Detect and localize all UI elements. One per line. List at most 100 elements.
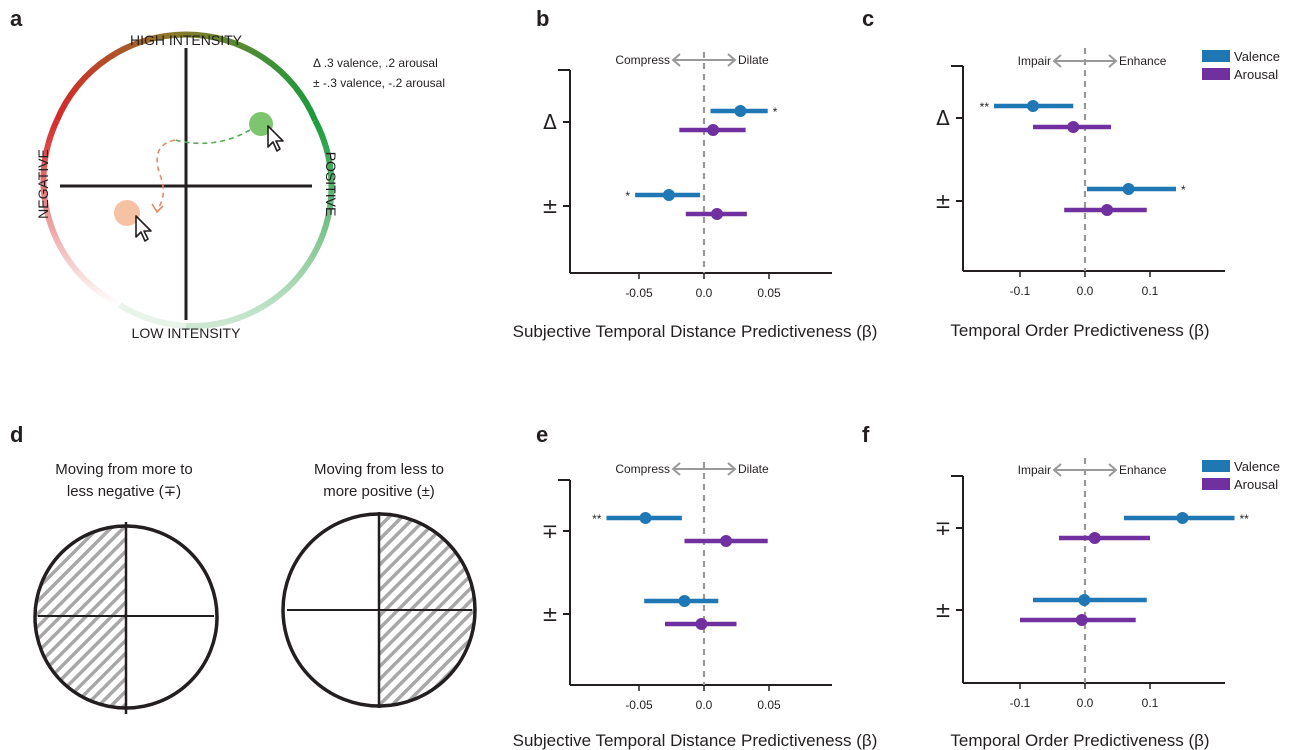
- valence-point: [662, 189, 675, 201]
- wheel-arc-left: [40, 119, 122, 308]
- legend-swatch-valence: [1202, 50, 1230, 62]
- wheel-label-low: LOW INTENSITY: [132, 325, 242, 341]
- x-tick-label: 0.05: [757, 286, 781, 300]
- arousal-point: [711, 208, 723, 220]
- x-tick-label: 0.0: [696, 698, 713, 712]
- emotion-wheel: HIGH INTENSITY LOW INTENSITY NEGATIVE PO…: [35, 31, 445, 341]
- valence-point: [1176, 512, 1189, 524]
- panel-label-b: b: [536, 6, 549, 31]
- positive-trajectory: [174, 129, 251, 145]
- legend-label-valence: Valence: [1234, 459, 1280, 474]
- panel-label-e: e: [536, 422, 548, 447]
- arrow-right-icon: [727, 462, 737, 476]
- direction-label-left: Compress: [615, 53, 670, 67]
- direction-label-right: Dilate: [738, 53, 769, 67]
- y-row-label: ±: [935, 189, 952, 213]
- negative-marker: [114, 200, 140, 226]
- direction-label-right: Enhance: [1119, 54, 1167, 68]
- x-tick-label: -0.05: [625, 286, 653, 300]
- valence-point: [1027, 100, 1039, 112]
- cursor-icon: [267, 125, 284, 152]
- arrow-right-icon: [1108, 54, 1118, 68]
- direction-label-left: Impair: [1018, 463, 1051, 477]
- wheel-arc-top: [54, 31, 318, 122]
- significance-marker: *: [625, 189, 630, 203]
- arrow-right-icon: [727, 53, 737, 67]
- wheel-label-high: HIGH INTENSITY: [130, 32, 243, 48]
- legend-swatch-valence: [1202, 460, 1230, 472]
- x-tick-label: -0.1: [1010, 284, 1031, 298]
- forest-plot-b: Compress Dilate -0.05 0.0 0.05 Subjective Tem…: [513, 52, 878, 341]
- x-axis-label: Subjective Temporal Distance Predictiven…: [513, 731, 878, 750]
- x-tick-label: 0.05: [757, 698, 781, 712]
- valence-point: [734, 105, 747, 117]
- forest-plot-e: Compress Dilate -0.05 0.0 0.05 Subjective Tem…: [513, 462, 878, 750]
- y-row-label: Δ: [543, 110, 557, 134]
- arousal-point: [1067, 121, 1080, 133]
- direction-label-right: Dilate: [738, 462, 769, 476]
- arrow-left-icon: [671, 53, 681, 67]
- significance-marker: **: [1240, 512, 1250, 526]
- y-row-label: ∓: [542, 519, 559, 543]
- valence-point: [678, 595, 691, 607]
- x-tick-label: -0.1: [1010, 696, 1031, 710]
- significance-marker: **: [980, 100, 990, 114]
- arrow-right-icon: [1108, 463, 1118, 477]
- x-axis-label: Temporal Order Predictiveness (β): [950, 321, 1209, 340]
- y-row-label: ±: [935, 598, 952, 622]
- right-circle-caption-line1: Moving from less to: [314, 461, 444, 478]
- positive-marker: [249, 112, 273, 136]
- arousal-point: [707, 124, 720, 136]
- x-tick-label: 0.0: [1077, 696, 1094, 710]
- y-row-label: ±: [542, 602, 559, 626]
- legend-swatch-arousal: [1202, 68, 1230, 80]
- y-row-label: ±: [542, 194, 559, 218]
- wheel-label-negative: NEGATIVE: [35, 149, 51, 219]
- x-tick-label: -0.05: [625, 698, 653, 712]
- cursor-icon: [135, 215, 152, 242]
- valence-point: [639, 512, 652, 524]
- panel-label-f: f: [862, 422, 870, 447]
- forest-plot-f: Impair Enhance -0.1 0.0 0.1 Temporal Order Pr…: [935, 458, 1250, 750]
- legend-label-arousal: Arousal: [1234, 67, 1278, 82]
- right-circle-caption-line2: more positive (±): [323, 483, 435, 500]
- direction-label-left: Impair: [1018, 54, 1051, 68]
- panel-d: Moving from more to less negative (∓) Mo…: [33, 461, 477, 714]
- significance-marker: *: [1181, 183, 1186, 197]
- wheel-arc-bottom: [118, 302, 187, 329]
- direction-label-right: Enhance: [1119, 463, 1167, 477]
- x-axis-label: Subjective Temporal Distance Predictiven…: [513, 322, 878, 341]
- wheel-label-positive: POSITIVE: [323, 152, 339, 217]
- arousal-point: [695, 618, 708, 630]
- arousal-point: [1101, 204, 1114, 216]
- arousal-point: [1075, 614, 1088, 626]
- arousal-point: [720, 535, 733, 547]
- legend-swatch-arousal: [1202, 478, 1230, 490]
- wheel-legend-delta: Δ .3 valence, .2 arousal: [313, 56, 438, 70]
- x-tick-label: 0.0: [1077, 284, 1094, 298]
- left-circle-caption-line2: less negative (∓): [67, 483, 181, 500]
- valence-point: [1122, 183, 1135, 195]
- legend-label-arousal: Arousal: [1234, 477, 1278, 492]
- left-hatched-region: [35, 526, 126, 708]
- arrow-left-icon: [1052, 54, 1062, 68]
- forest-plot-c: Impair Enhance -0.1 0.0 0.1 Temporal Order Pr…: [935, 48, 1225, 340]
- arrow-left-icon: [671, 462, 681, 476]
- arousal-point: [1088, 532, 1101, 544]
- y-row-label: ∓: [935, 516, 952, 540]
- legend-top: Valence Arousal: [1202, 49, 1280, 82]
- panel-label-d: d: [10, 422, 23, 447]
- left-circle-caption-line1: Moving from more to: [55, 461, 193, 478]
- y-row-label: Δ: [936, 106, 950, 130]
- legend-bottom: Valence Arousal: [1202, 459, 1280, 492]
- legend-label-valence: Valence: [1234, 49, 1280, 64]
- panel-label-a: a: [10, 6, 23, 31]
- direction-label-left: Compress: [615, 462, 670, 476]
- wheel-arc-right: [185, 119, 335, 330]
- x-tick-label: 0.1: [1142, 696, 1159, 710]
- valence-point: [1078, 594, 1091, 606]
- negative-trajectory: [156, 139, 176, 211]
- x-axis-label: Temporal Order Predictiveness (β): [950, 731, 1209, 750]
- trajectory-arrowhead: [151, 203, 164, 214]
